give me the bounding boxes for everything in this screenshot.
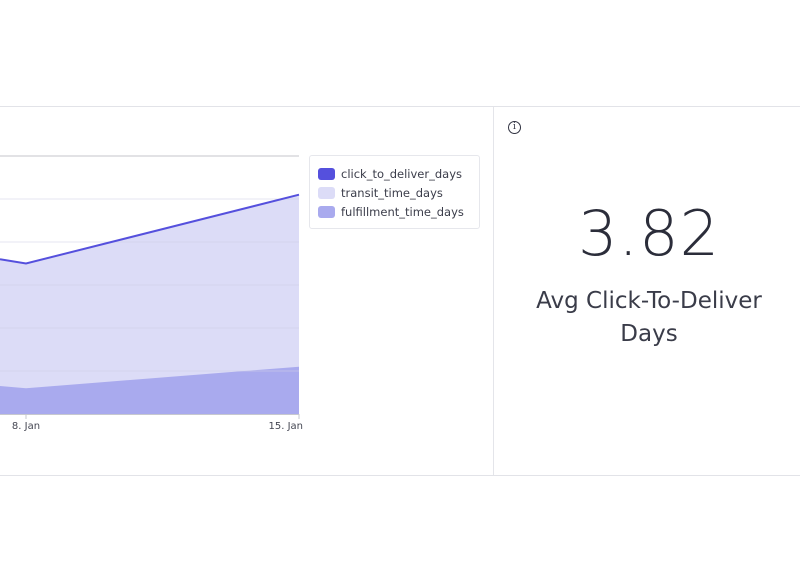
info-icon[interactable]: i bbox=[508, 121, 521, 134]
series-area-fulfillment-time bbox=[0, 366, 299, 414]
legend-swatch bbox=[318, 205, 335, 218]
kpi-label: Avg Click-To-Deliver Days bbox=[536, 288, 762, 347]
x-tick-label: 8. Jan bbox=[12, 421, 40, 432]
series-line-click-to-deliver bbox=[0, 193, 300, 265]
legend-label: fulfillment_time_days bbox=[341, 204, 464, 219]
legend-item-click-to-deliver[interactable]: click_to_deliver_days bbox=[318, 164, 471, 183]
card-divider bbox=[493, 107, 494, 475]
legend-item-transit-time[interactable]: transit_time_days bbox=[318, 183, 471, 202]
area-chart: 8. Jan 15. Jan bbox=[0, 155, 304, 432]
legend-label: click_to_deliver_days bbox=[341, 166, 463, 181]
dashboard-row: 8. Jan 15. Jan click_to_deliver_days tran… bbox=[0, 106, 800, 476]
legend-label: transit_time_days bbox=[341, 185, 443, 200]
x-tick-label: 15. Jan bbox=[269, 421, 304, 432]
area-chart-card: 8. Jan 15. Jan click_to_deliver_days tran… bbox=[0, 107, 493, 475]
legend-swatch bbox=[318, 167, 335, 180]
legend-swatch bbox=[318, 186, 335, 199]
series-area-click-to-deliver bbox=[0, 194, 299, 414]
legend-item-fulfillment-time[interactable]: fulfillment_time_days bbox=[318, 202, 471, 221]
kpi-value: 3.82 bbox=[577, 197, 721, 270]
chart-legend: click_to_deliver_days transit_time_days … bbox=[309, 155, 480, 229]
kpi-card: i 3.82 Avg Click-To-Deliver Days bbox=[494, 107, 800, 475]
